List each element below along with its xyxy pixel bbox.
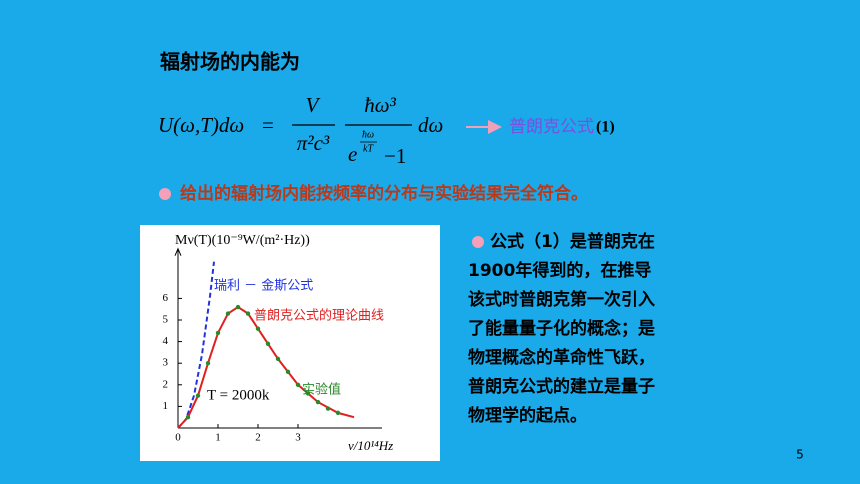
y-tick-label: 1 (163, 400, 169, 412)
experiment-point (275, 356, 281, 362)
x-tick-label: 2 (255, 432, 261, 444)
experiment-point (235, 304, 241, 310)
experiment-point (225, 311, 231, 316)
paragraph: 公式（1）是普朗克在 1900年得到的，在推导该式时普朗克第一次引入了能量量子化的… (468, 231, 655, 426)
experiment-point (315, 399, 321, 405)
experiment-point (325, 406, 331, 411)
formula-den: π²c³ (297, 131, 330, 155)
heading: 辐射场的内能为 (160, 50, 300, 74)
formula-name: 普朗克公式 (509, 117, 594, 137)
paragraph-line: 公式（1）是普朗克在 (490, 231, 655, 252)
y-axis-label: Mν(T)(10⁻⁹W/(m²·Hz)) (175, 233, 310, 248)
experiment-point (285, 369, 291, 375)
formula-lhs: U(ω,T)dω (158, 113, 244, 137)
annotation: 实验值 (302, 382, 341, 398)
annotation: T = 2000k (207, 387, 270, 403)
experiment-point (185, 415, 191, 420)
formula-eq: = (262, 113, 274, 137)
experiment-point (305, 391, 311, 396)
experiment-point (255, 326, 261, 331)
paragraph-line: 普朗克公式的建立是量子 (468, 376, 655, 397)
paragraph-line: 1900年得到的，在推导 (468, 260, 651, 281)
experiment-point (205, 361, 211, 366)
bullet-text: 给出的辐射场内能按频率的分布与实验结果完全符合。 (180, 183, 588, 204)
y-tick-label: 3 (163, 357, 169, 369)
formula: U(ω,T)dω = V π²c³ ħω³ e ħω kT −1 dω (158, 93, 443, 168)
bullet-dot (472, 236, 484, 248)
paragraph-line: 物理概念的革命性飞跃， (468, 347, 655, 368)
paragraph-line: 了能量量子化的概念；是 (468, 318, 655, 339)
y-tick-label: 5 (163, 314, 169, 326)
figure: 0 1 2 3 1 2 3 4 5 6 Mν(T)(10⁻⁹W/(m²·Hz)) ν/10¹⁴Hz 瑞利… (163, 233, 394, 453)
bullet-dot (159, 188, 171, 200)
page-number: 5 (796, 448, 804, 462)
y-tick-label: 2 (163, 378, 169, 390)
formula-den: −1 (384, 144, 406, 168)
formula-num: V (306, 93, 321, 117)
x-tick-label: 1 (215, 432, 221, 444)
y-tick-label: 4 (163, 335, 169, 347)
experiment-point (295, 382, 301, 387)
annotation: 瑞利 － 金斯公式 (214, 278, 313, 294)
paragraph-line: 该式时普朗克第一次引入 (468, 289, 655, 310)
formula-exp: kT (363, 143, 374, 154)
annotation: 普朗克公式的理论曲线 (254, 308, 384, 324)
figure-panel (140, 225, 440, 461)
experiment-point (265, 341, 271, 346)
experiment-point (335, 410, 341, 416)
y-tick-label: 6 (163, 292, 169, 304)
experiment-point (215, 330, 221, 336)
planck-curve (177, 305, 355, 429)
axis-arrow (174, 247, 182, 256)
formula-tail: dω (418, 113, 443, 137)
arrow (466, 120, 502, 134)
paragraph-line: 物理学的起点。 (468, 405, 587, 426)
formula-den: e (348, 142, 357, 166)
experiment-point (195, 393, 201, 398)
x-axis-label: ν/10¹⁴Hz (348, 438, 393, 453)
formula-number: (1) (596, 119, 615, 136)
formula-exp: ħω (362, 129, 374, 140)
x-tick-label: 3 (295, 432, 301, 444)
x-tick-label: 0 (175, 432, 181, 444)
formula-num: ħω³ (364, 93, 396, 117)
experiment-point (245, 311, 251, 316)
